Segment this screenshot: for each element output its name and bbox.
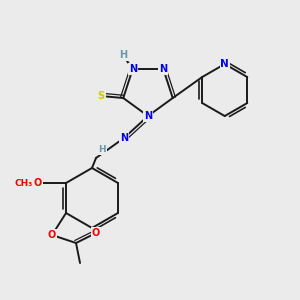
Text: O: O <box>92 228 100 238</box>
Text: N: N <box>144 111 152 121</box>
Text: H: H <box>98 146 106 154</box>
Text: N: N <box>129 64 137 74</box>
Text: O: O <box>48 230 56 240</box>
Text: CH₃: CH₃ <box>15 178 33 188</box>
Text: O: O <box>34 178 42 188</box>
Text: H: H <box>119 50 127 60</box>
Text: N: N <box>120 133 128 143</box>
Text: N: N <box>220 59 229 69</box>
Text: S: S <box>98 91 105 101</box>
Text: N: N <box>159 64 167 74</box>
